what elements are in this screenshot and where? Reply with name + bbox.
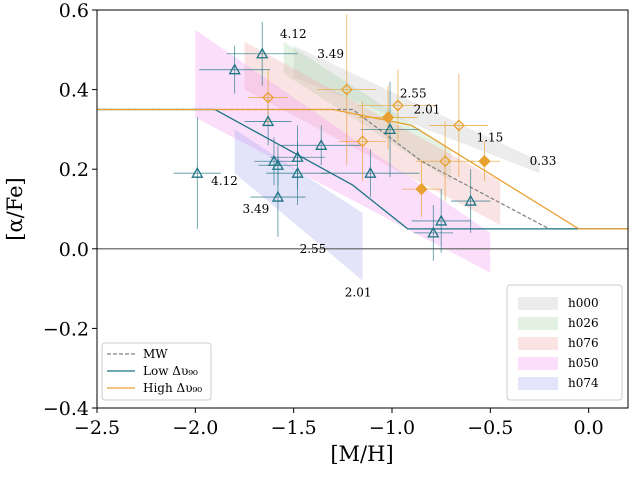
simulation-bands — [195, 29, 540, 281]
high-open-diamond-point — [340, 83, 353, 96]
x-tick-label: −2.5 — [74, 417, 120, 439]
high-open-diamond-point — [391, 99, 404, 112]
x-tick-label: −2.0 — [172, 417, 218, 439]
high-open-diamond-point — [439, 155, 452, 168]
y-tick-label: 0.0 — [59, 239, 89, 261]
band-label: 2.01 — [414, 103, 441, 117]
band-label: 3.49 — [317, 47, 344, 61]
y-tick-label: −0.4 — [43, 398, 89, 420]
low-triangle-point — [427, 226, 440, 238]
band-h074 — [234, 129, 363, 281]
legend-label-h074: h074 — [568, 376, 599, 390]
low-triangle-point — [383, 123, 397, 135]
high-open-diamond-point — [452, 119, 465, 132]
axis-ticks: −2.5 −2.0 −1.5 −1.0 −0.5 0.0 −0.4 −0.2 0.0 0.2 0.4… — [43, 0, 604, 439]
band-label: 4.12 — [280, 27, 307, 41]
high-filled-diamond-point — [381, 111, 395, 124]
low-triangle-point — [315, 138, 328, 150]
band-label: 2.01 — [345, 286, 372, 300]
legend-label-low: Low Δυ₉₀ — [143, 364, 198, 378]
legend-lines: MW Low Δυ₉₀ High Δυ₉₀ — [101, 342, 212, 401]
band-label: 2.55 — [300, 242, 327, 256]
low-triangle-point — [291, 166, 304, 178]
band-label: 4.12 — [211, 174, 238, 188]
y-tick-label: 0.2 — [59, 159, 89, 181]
x-tick-label: −0.5 — [467, 417, 513, 439]
legend-bands-box — [506, 284, 623, 401]
high-open-diamond-point — [356, 135, 369, 148]
legend-label-h050: h050 — [568, 356, 599, 370]
legend-swatch-h074 — [518, 377, 558, 390]
low-triangle-point — [364, 166, 377, 178]
band-h050 — [195, 29, 491, 273]
legend-swatch-h050 — [518, 357, 558, 370]
low-triangle-point — [267, 154, 281, 166]
legend-swatch-h076 — [518, 337, 558, 350]
low-triangle-point — [435, 214, 448, 226]
legend-label-h076: h076 — [568, 336, 599, 350]
high-open-diamond-point — [262, 91, 275, 104]
x-tick-label: −1.0 — [369, 417, 415, 439]
band-h000 — [293, 45, 540, 174]
legend-label-mw: MW — [143, 347, 168, 361]
x-tick-label: 0.0 — [574, 417, 604, 439]
legend-label-high: High Δυ₉₀ — [143, 381, 202, 395]
low-triangle-point — [271, 190, 285, 202]
high-line — [97, 108, 628, 230]
band-label: 0.33 — [530, 154, 557, 168]
y-tick-label: 0.6 — [59, 0, 89, 22]
legend-label-h000: h000 — [568, 296, 599, 310]
low-triangle-point — [271, 158, 285, 170]
legend-swatch-h000 — [518, 297, 558, 310]
data-points — [191, 47, 491, 238]
low-triangle-point — [261, 115, 275, 127]
annotations: 4.12 3.49 2.55 2.01 1.15 0.33 4.12 3.49 2.55 2.01 — [211, 27, 556, 300]
low-triangle-point — [464, 194, 477, 206]
low-triangle-point — [228, 63, 241, 75]
plot-border — [96, 9, 629, 409]
band-h076 — [244, 41, 501, 225]
low-triangle-point — [256, 47, 269, 59]
high-filled-diamond-point — [478, 155, 491, 168]
band-h026 — [283, 41, 451, 182]
legend-lines-box — [101, 342, 212, 401]
band-label: 2.55 — [400, 87, 427, 101]
y-axis-label: [α/Fe] — [3, 177, 27, 241]
y-tick-label: 0.4 — [59, 80, 89, 102]
x-axis-label: [M/H] — [330, 442, 393, 466]
x-tick-label: −1.5 — [271, 417, 317, 439]
band-label: 1.15 — [477, 130, 504, 144]
band-label: 3.49 — [243, 202, 270, 216]
low-triangle-point — [291, 150, 304, 162]
y-tick-label: −0.2 — [43, 318, 89, 340]
legend-bands: h000 h026 h076 h050 h074 — [506, 284, 623, 401]
plot-frame — [96, 9, 629, 409]
low-triangle-point — [191, 166, 204, 178]
high-filled-diamond-point — [415, 182, 428, 196]
legend-swatch-h026 — [518, 317, 558, 330]
model-lines — [97, 108, 628, 230]
legend-label-h026: h026 — [568, 316, 599, 330]
